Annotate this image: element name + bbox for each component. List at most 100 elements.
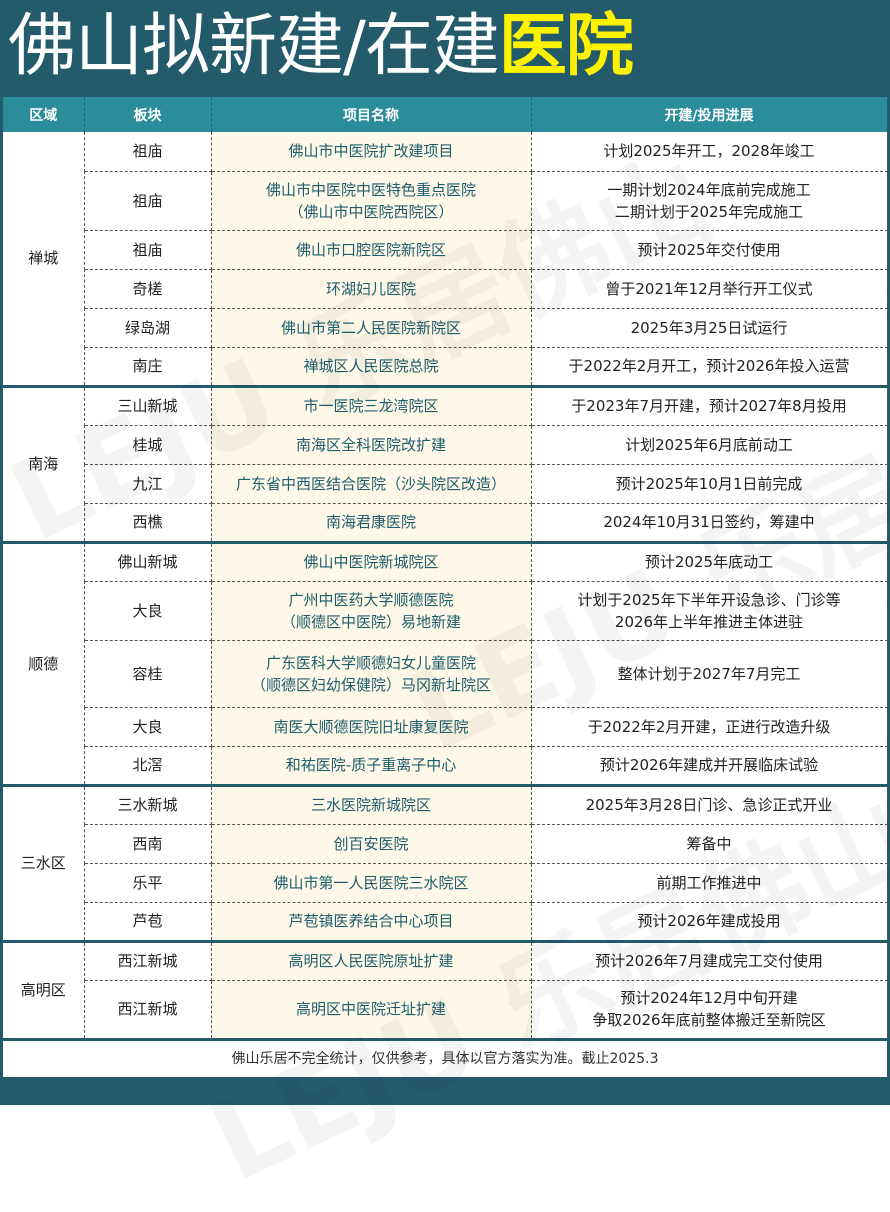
- block-cell: 绿岛湖: [84, 308, 212, 348]
- block-cell: 九江: [84, 464, 212, 504]
- block-cell: 大良: [84, 581, 212, 641]
- region-cell: 高明区: [3, 941, 85, 1041]
- region-cell: 南海: [3, 386, 85, 544]
- region-cell: 三水区: [3, 785, 85, 943]
- progress-cell: 预计2026年7月建成完工交付使用: [531, 941, 888, 981]
- progress-cell: 预计2026年建成并开展临床试验: [531, 746, 888, 787]
- progress-line: 整体计划于2027年7月完工: [617, 664, 801, 683]
- project-name-line: 佛山市第一人民医院三水院区: [273, 873, 469, 892]
- table-row: 大良 南医大顺德医院旧址康复医院 于2022年2月开建，正进行改造升级: [3, 707, 888, 747]
- progress-cell: 预计2025年交付使用: [531, 230, 888, 270]
- region-cell: 禅城: [3, 132, 85, 388]
- progress-line: 2026年上半年推进主体进驻: [614, 612, 804, 631]
- block-cell: 西江新城: [84, 941, 212, 981]
- project-name-line: 南海区全科医院改扩建: [295, 435, 446, 454]
- progress-line: 2024年10月31日签约，筹建中: [603, 513, 815, 531]
- block-cell: 祖庙: [84, 171, 212, 231]
- progress-cell: 筹备中: [531, 824, 888, 864]
- progress-line: 预计2026年7月建成完工交付使用: [595, 952, 823, 970]
- block-cell: 祖庙: [84, 132, 212, 172]
- project-name-cell: 和祐医院-质子重离子中心: [211, 746, 532, 787]
- project-name-line: （顺德区妇幼保健院）马冈新址院区: [250, 675, 491, 694]
- project-name-line: 佛山市中医院中医特色重点医院: [265, 180, 476, 199]
- block-cell: 南庄: [84, 347, 212, 388]
- project-name-cell: 广东医科大学顺德妇女儿童医院 （顺德区妇幼保健院）马冈新址院区: [211, 640, 532, 708]
- progress-cell: 于2023年7月开建，预计2027年8月投用: [531, 386, 888, 426]
- progress-line: 预计2025年10月1日前完成: [615, 474, 803, 493]
- table-row: 祖庙 佛山市口腔医院新院区 预计2025年交付使用: [3, 230, 888, 270]
- table-row: 芦苞 芦苞镇医养结合中心项目 预计2026年建成投用: [3, 902, 888, 943]
- project-name-cell: 高明区中医院迁址扩建: [211, 980, 532, 1041]
- table-row: 容桂 广东医科大学顺德妇女儿童医院 （顺德区妇幼保健院）马冈新址院区 整体计划于202…: [3, 640, 888, 708]
- progress-cell: 前期工作推进中: [531, 863, 888, 903]
- project-name-line: 市一医院三龙湾院区: [303, 397, 439, 415]
- block-cell: 北滘: [84, 746, 212, 787]
- progress-line: 二期计划于2025年完成施工: [614, 202, 804, 221]
- table-header-row: 区域 板块 项目名称 开建/投用进展: [3, 97, 888, 132]
- block-cell: 三水新城: [84, 785, 212, 825]
- progress-line: 曾于2021年12月举行开工仪式: [605, 279, 813, 298]
- footer-row: 佛山乐居不完全统计，仅供参考，具体以官方落实为准。截止2025.3: [3, 1039, 887, 1077]
- project-name-cell: 市一医院三龙湾院区: [211, 386, 532, 426]
- project-name-cell: 南海君康医院: [211, 503, 532, 544]
- progress-line: 计划于2025年下半年开设急诊、门诊等: [577, 590, 841, 609]
- block-cell: 大良: [84, 707, 212, 747]
- progress-cell: 计划于2025年下半年开设急诊、门诊等 2026年上半年推进主体进驻: [531, 581, 888, 641]
- progress-cell: 于2022年2月开建，正进行改造升级: [531, 707, 888, 747]
- progress-line: 预计2025年底动工: [644, 553, 774, 571]
- header-project-name: 项目名称: [211, 97, 532, 132]
- project-name-cell: 广东省中西医结合医院（沙头院区改造）: [211, 464, 532, 504]
- table-row: 祖庙 佛山市中医院中医特色重点医院 （佛山市中医院西院区） 一期计划2024年底前完成…: [3, 171, 888, 231]
- progress-line: 筹备中: [686, 834, 732, 853]
- page-title: 佛山拟新建/在建医院: [8, 4, 634, 90]
- block-cell: 西南: [84, 824, 212, 864]
- table-row: 三水区 三水新城 三水医院新城院区 2025年3月28日门诊、急诊正式开业: [3, 785, 888, 943]
- table-row: 西樵 南海君康医院 2024年10月31日签约，筹建中: [3, 503, 888, 544]
- project-name-cell: 创百安医院: [211, 824, 532, 864]
- block-cell: 芦苞: [84, 902, 212, 943]
- progress-line: 2025年3月25日试运行: [630, 318, 788, 337]
- table-row: 高明区 西江新城 高明区人民医院原址扩建 预计2026年7月建成完工交付使用: [3, 941, 888, 1041]
- block-cell: 桂城: [84, 425, 212, 465]
- title-highlight: 医院: [498, 7, 634, 86]
- project-name-line: 佛山中医院新城院区: [303, 553, 439, 571]
- project-name-line: 芦苞镇医养结合中心项目: [288, 912, 454, 930]
- project-name-line: 和祐医院-质子重离子中心: [285, 756, 457, 774]
- hospital-table-frame: 区域 板块 项目名称 开建/投用进展 禅城 祖庙 佛山市中医院扩改建项目 计划2025…: [0, 96, 890, 1105]
- table-row: 西江新城 高明区中医院迁址扩建 预计2024年12月中旬开建 争取2026年底前整体搬…: [3, 980, 888, 1041]
- project-name-cell: 佛山市第二人民医院新院区: [211, 308, 532, 348]
- table-row: 奇槎 环湖妇儿医院 曾于2021年12月举行开工仪式: [3, 269, 888, 309]
- progress-line: 预计2024年12月中旬开建: [620, 989, 798, 1007]
- progress-line: 预计2025年交付使用: [637, 240, 781, 259]
- header-progress: 开建/投用进展: [531, 97, 888, 132]
- project-name-line: 环湖妇儿医院: [325, 279, 416, 298]
- progress-cell: 于2022年2月开工，预计2026年投入运营: [531, 347, 888, 388]
- region-cell: 顺德: [3, 542, 85, 787]
- title-main: 佛山拟新建/在建: [8, 7, 500, 86]
- project-name-cell: 广州中医药大学顺德医院 （顺德区中医院）易地新建: [211, 581, 532, 641]
- project-name-cell: 佛山中医院新城院区: [211, 542, 532, 582]
- progress-cell: 预计2024年12月中旬开建 争取2026年底前整体搬迁至新院区: [531, 980, 888, 1041]
- progress-line: 一期计划2024年底前完成施工: [607, 180, 811, 199]
- table-row: 禅城 祖庙 佛山市中医院扩改建项目 计划2025年开工，2028年竣工: [3, 132, 888, 388]
- block-cell: 佛山新城: [84, 542, 212, 582]
- progress-cell: 整体计划于2027年7月完工: [531, 640, 888, 708]
- project-name-line: 高明区人民医院原址扩建: [288, 952, 454, 970]
- progress-cell: 预计2026年建成投用: [531, 902, 888, 943]
- footer-note: 佛山乐居不完全统计，仅供参考，具体以官方落实为准。截止2025.3: [3, 1039, 887, 1077]
- progress-line: 前期工作推进中: [656, 873, 762, 892]
- project-name-line: 南医大顺德医院旧址康复医院: [273, 717, 469, 736]
- progress-cell: 计划2025年开工，2028年竣工: [531, 132, 888, 172]
- project-name-line: （顺德区中医院）易地新建: [280, 612, 461, 631]
- project-name-line: 三水医院新城院区: [310, 796, 431, 814]
- progress-line: 于2022年2月开建，正进行改造升级: [587, 717, 831, 736]
- progress-line: 于2022年2月开工，预计2026年投入运营: [568, 357, 850, 375]
- progress-cell: 预计2025年底动工: [531, 542, 888, 582]
- table-row: 桂城 南海区全科医院改扩建 计划2025年6月底前动工: [3, 425, 888, 465]
- project-name-cell: 三水医院新城院区: [211, 785, 532, 825]
- header-region: 区域: [3, 97, 85, 132]
- project-name-cell: 环湖妇儿医院: [211, 269, 532, 309]
- progress-line: 计划2025年6月底前动工: [625, 435, 793, 454]
- block-cell: 乐平: [84, 863, 212, 903]
- block-cell: 三山新城: [84, 386, 212, 426]
